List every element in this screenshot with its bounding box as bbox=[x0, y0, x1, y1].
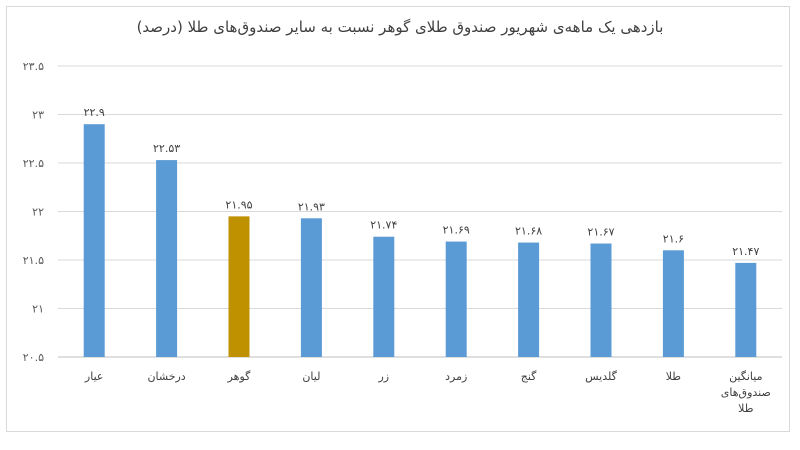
data-label: ۲۱.۷۴ bbox=[370, 219, 397, 232]
data-label: ۲۱.۹۵ bbox=[225, 198, 252, 211]
bar bbox=[156, 160, 178, 357]
data-label: ۲۱.۶۸ bbox=[515, 225, 542, 238]
bar bbox=[518, 242, 540, 357]
bar bbox=[735, 262, 757, 357]
x-tick-label: زر bbox=[377, 370, 389, 383]
data-label: ۲۱.۶۷ bbox=[587, 226, 614, 239]
bar bbox=[228, 216, 250, 357]
x-tick-label: گلدیس bbox=[585, 370, 618, 383]
y-tick-label: ۲۱ bbox=[32, 303, 44, 316]
y-tick-label: ۲۱.۵ bbox=[23, 254, 44, 267]
data-label: ۲۱.۴۷ bbox=[732, 245, 759, 258]
bar bbox=[662, 250, 684, 357]
chart-title: بازدهی یک ماهه‌ی شهریور صندوق طلای گوهر … bbox=[136, 18, 664, 36]
x-tick-label: عیار bbox=[84, 370, 104, 383]
x-tick-label: میانگین صندوق‌های طلا bbox=[721, 370, 771, 415]
y-tick-label: ۲۲ bbox=[32, 206, 44, 219]
bar bbox=[83, 124, 105, 357]
chart-frame bbox=[6, 6, 790, 432]
x-tick-label: درخشان bbox=[147, 370, 185, 383]
y-tick-label: ۲۳.۵ bbox=[23, 60, 44, 73]
data-label: ۲۱.۶۹ bbox=[443, 224, 470, 237]
data-label: ۲۲.۹ bbox=[84, 106, 105, 119]
x-tick-label: زمرد bbox=[445, 370, 467, 383]
x-tick-label: گنج bbox=[521, 370, 537, 383]
x-tick-label: طلا bbox=[666, 370, 682, 383]
y-tick-label: ۲۳ bbox=[32, 109, 44, 122]
data-label: ۲۱.۹۳ bbox=[298, 200, 325, 213]
x-tick-label: لیان bbox=[302, 370, 320, 383]
data-label: ۲۲.۵۳ bbox=[153, 142, 180, 155]
x-tick-label: گوهر bbox=[227, 370, 252, 383]
data-label: ۲۱.۶ bbox=[663, 232, 684, 245]
bar bbox=[300, 218, 322, 357]
bar bbox=[373, 236, 395, 357]
bar bbox=[590, 243, 612, 357]
bar bbox=[445, 241, 467, 357]
y-tick-label: ۲۲.۵ bbox=[23, 157, 44, 170]
y-tick-label: ۲۰.۵ bbox=[23, 351, 44, 364]
